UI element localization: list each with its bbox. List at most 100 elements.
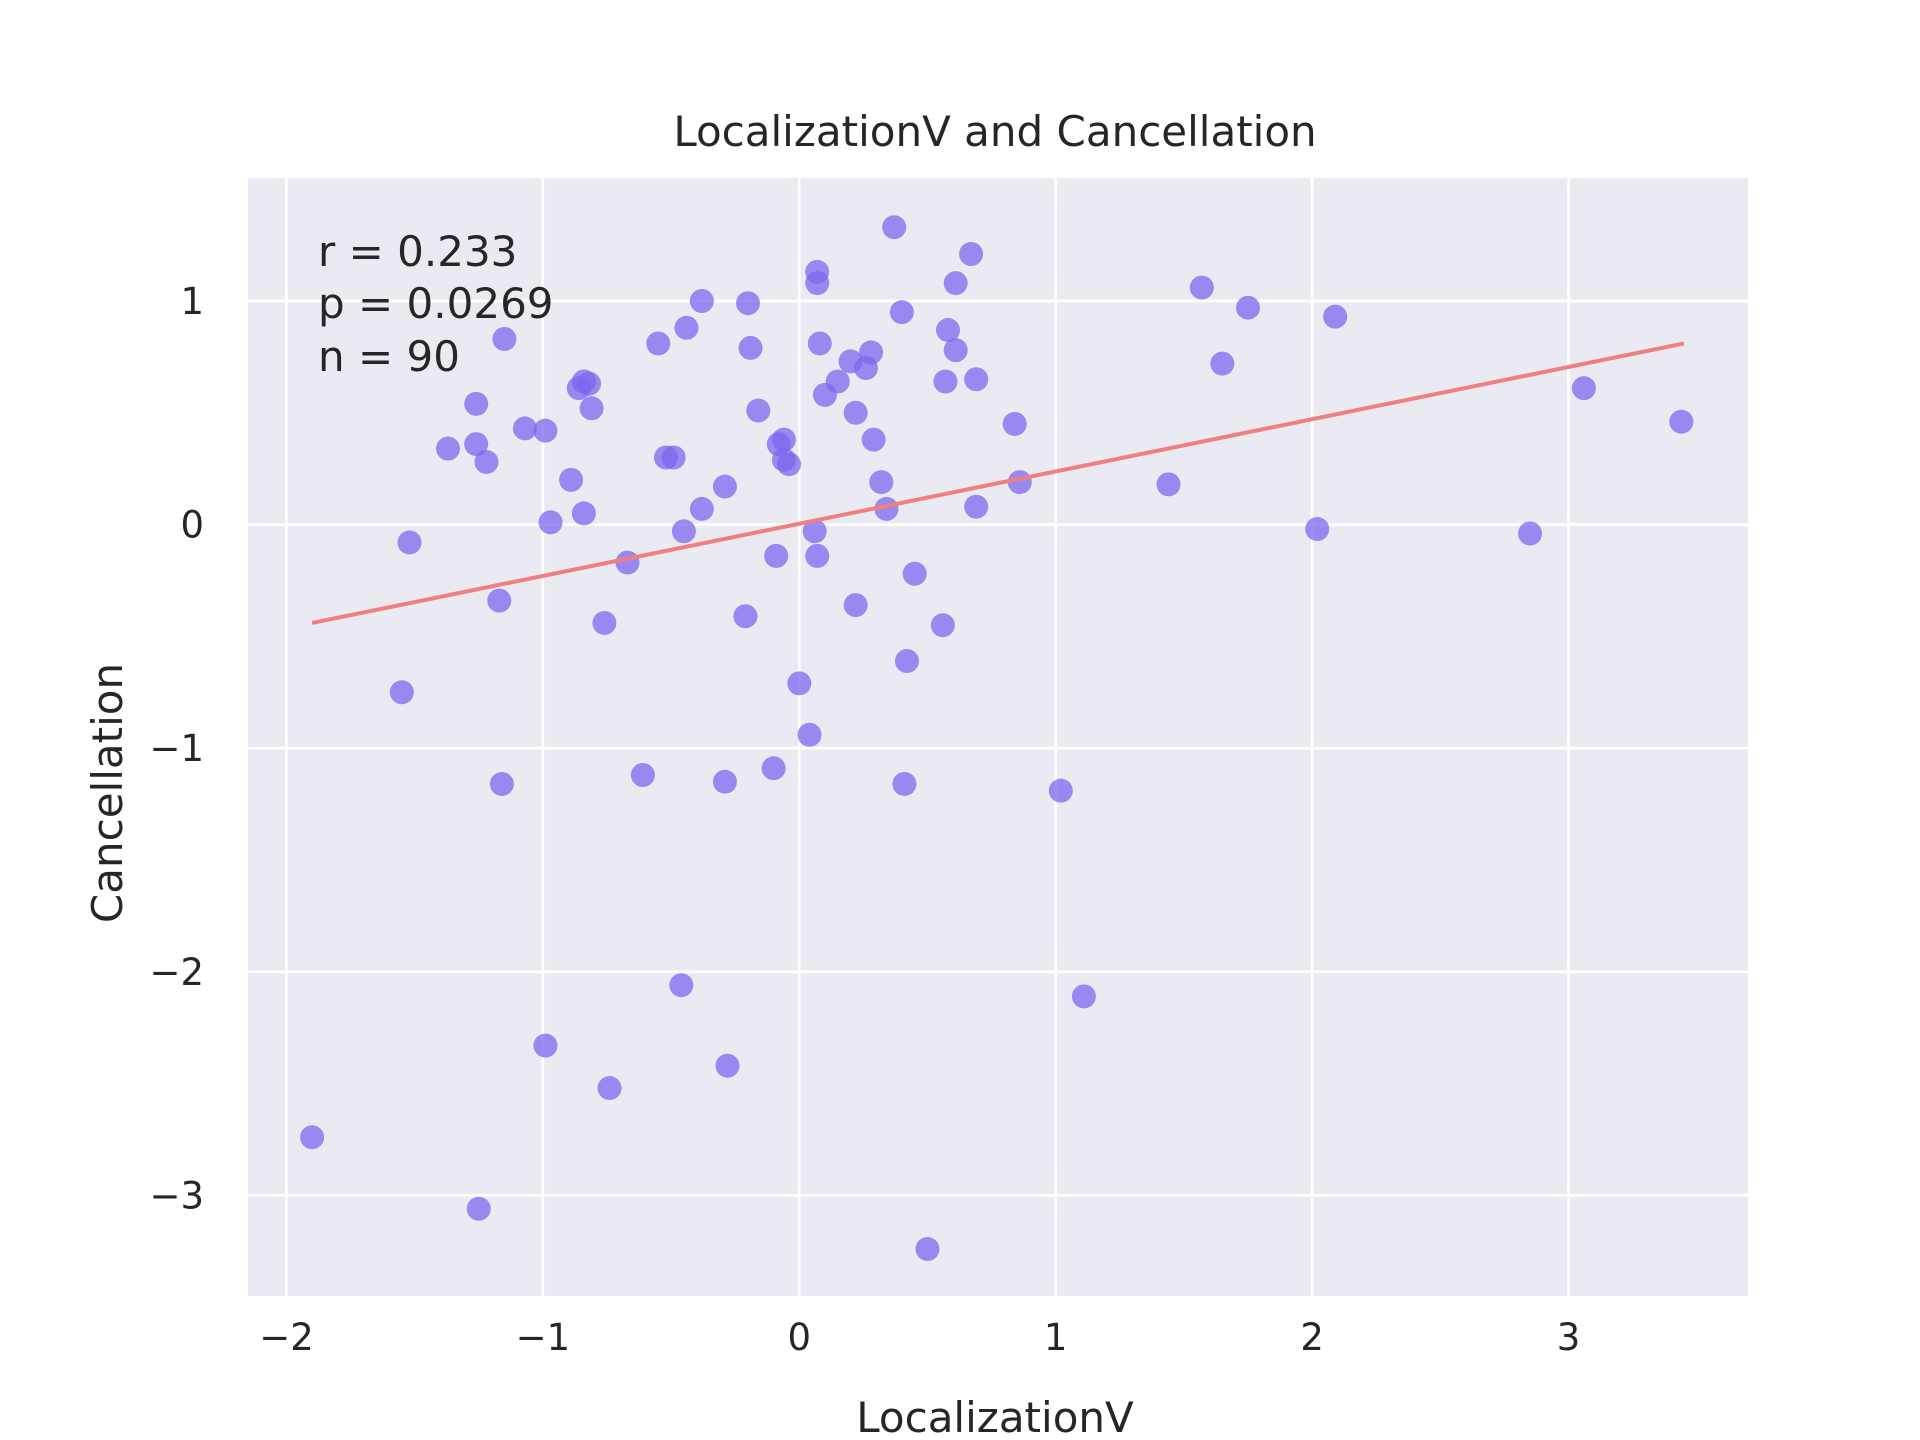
data-point: [397, 530, 422, 555]
data-point: [669, 973, 694, 998]
x-tick-label: 2: [1300, 1316, 1324, 1359]
data-point: [902, 561, 927, 586]
data-point: [738, 335, 763, 360]
data-point: [579, 396, 604, 421]
y-tick-label: −2: [149, 951, 204, 994]
data-point: [825, 369, 850, 394]
y-tick-label: 0: [180, 504, 204, 547]
x-tick-label: 0: [788, 1316, 812, 1359]
data-point: [464, 391, 489, 416]
data-point: [1210, 351, 1235, 376]
data-point: [577, 371, 602, 396]
plot-background: [248, 178, 1748, 1296]
data-point: [892, 771, 917, 796]
data-point: [533, 418, 558, 443]
data-point: [1071, 984, 1096, 1009]
data-point: [630, 763, 655, 788]
stat-p: p = 0.0269: [318, 279, 554, 328]
data-point: [797, 722, 822, 747]
stat-n: n = 90: [318, 332, 460, 381]
data-point: [943, 271, 968, 296]
data-point: [474, 449, 499, 474]
data-point: [964, 367, 989, 392]
data-point: [661, 445, 686, 470]
data-point: [436, 436, 460, 461]
data-point: [592, 610, 617, 635]
data-point: [889, 300, 914, 325]
data-point: [787, 671, 812, 696]
y-axis-ticks: −3 −2 −1 0 1: [149, 280, 204, 1217]
data-point: [1518, 521, 1543, 546]
data-point: [930, 613, 955, 638]
data-point: [733, 604, 758, 629]
data-point: [492, 326, 517, 351]
x-axis-label: LocalizationV: [856, 1393, 1134, 1440]
data-point: [1323, 304, 1348, 329]
data-point: [389, 680, 414, 705]
data-point: [805, 543, 830, 568]
data-point: [1305, 517, 1330, 542]
data-point: [869, 470, 894, 495]
data-point: [715, 1053, 740, 1078]
x-tick-label: −1: [516, 1316, 571, 1359]
y-tick-label: −3: [149, 1174, 204, 1217]
data-point: [538, 510, 563, 535]
x-axis-ticks: −2 −1 0 1 2 3: [259, 1316, 1580, 1359]
data-point: [464, 432, 489, 457]
data-point: [1571, 376, 1596, 401]
data-point: [1048, 778, 1073, 803]
data-point: [559, 467, 584, 492]
data-point: [894, 648, 919, 673]
data-point: [712, 474, 737, 499]
data-point: [597, 1076, 622, 1101]
data-point: [1236, 295, 1260, 320]
data-point: [805, 259, 830, 284]
grid-lines: [248, 178, 1748, 1296]
data-point: [771, 427, 796, 452]
data-point: [964, 494, 989, 519]
data-point: [882, 215, 907, 240]
data-point: [712, 769, 737, 794]
y-tick-label: −1: [149, 727, 204, 770]
data-point: [936, 318, 960, 343]
chart-title: LocalizationV and Cancellation: [673, 107, 1316, 156]
data-point: [533, 1033, 558, 1058]
data-point: [1669, 409, 1694, 434]
data-point: [859, 340, 884, 365]
data-point: [646, 331, 671, 356]
data-point: [843, 400, 868, 425]
stat-r: r = 0.233: [318, 227, 517, 276]
data-point: [777, 452, 802, 477]
data-point: [615, 550, 640, 575]
data-point: [689, 288, 714, 313]
data-point: [1156, 472, 1181, 497]
y-tick-label: 1: [180, 280, 204, 323]
data-point: [915, 1237, 940, 1262]
data-point: [746, 398, 771, 423]
regression-line: [311, 341, 1685, 625]
data-point: [959, 242, 984, 267]
data-point: [843, 593, 868, 618]
data-point: [689, 496, 714, 521]
data-point: [933, 369, 958, 394]
x-tick-label: 3: [1557, 1316, 1581, 1359]
data-point: [761, 756, 786, 781]
data-point: [300, 1125, 325, 1150]
x-tick-label: 1: [1044, 1316, 1068, 1359]
data-point: [1189, 275, 1214, 300]
data-point: [487, 588, 512, 613]
data-point: [943, 338, 968, 363]
x-tick-label: −2: [259, 1316, 314, 1359]
y-axis-label: Cancellation: [83, 663, 132, 923]
data-point: [466, 1196, 491, 1221]
data-point: [489, 771, 514, 796]
data-point: [512, 416, 537, 441]
data-point: [671, 519, 696, 544]
data-points: [300, 215, 1694, 1262]
data-point: [736, 291, 760, 316]
data-point: [802, 519, 827, 544]
data-point: [807, 331, 832, 356]
data-point: [861, 427, 886, 452]
data-point: [674, 315, 699, 340]
